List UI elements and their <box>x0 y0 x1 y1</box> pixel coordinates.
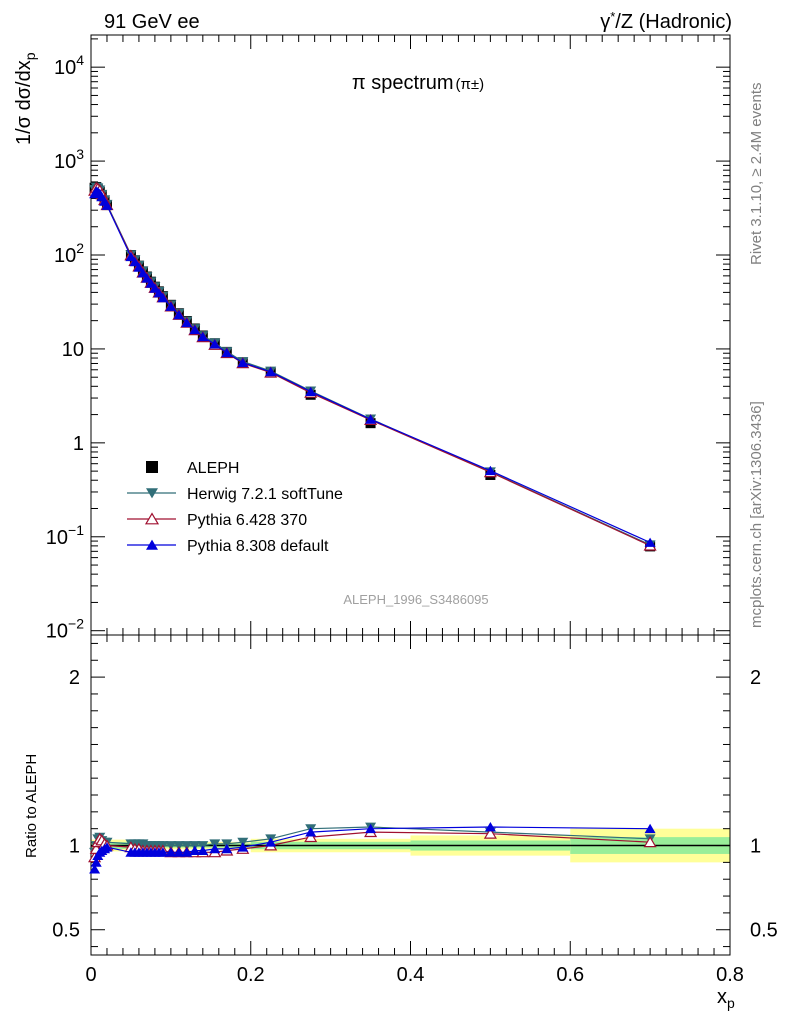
pythia-8-308-default-point-25 <box>305 386 317 396</box>
pythia-8-308-default-point-6 <box>101 200 113 210</box>
legend-label-aleph: ALEPH <box>187 460 239 477</box>
pythia-8-308-default-point-17 <box>173 309 185 320</box>
pythia-8-308-default-point-8 <box>129 256 141 267</box>
y-tick-label-5: 103 <box>54 146 84 173</box>
header-left: 91 GeV ee <box>104 11 200 33</box>
watermark: ALEPH_1996_S3486095 <box>343 592 488 607</box>
main-series <box>88 181 657 552</box>
pythia-8-308-default-point-18 <box>181 317 193 328</box>
pythia-8-308-default-point-11 <box>141 273 153 283</box>
ratio-tick-label-right-0: 0.5 <box>750 920 778 942</box>
ratio-y-axis-label: Ratio to ALEPH <box>23 754 40 858</box>
pythia-6-428-370-ratio-point-28 <box>643 836 657 848</box>
herwig-7-2-1-softtune-ratio-point-17 <box>173 841 185 851</box>
y-tick-label-2: 1 <box>73 433 84 455</box>
legend: ALEPH Herwig 7.2.1 softTune Pythia 6.428 3… <box>127 460 343 555</box>
pythia-8-308-default-point-19 <box>189 324 201 335</box>
y-tick-label-4: 102 <box>54 240 84 267</box>
axis-ticks: 0 0.2 0.4 0.6 0.8 10−2 10−1 1 10 102 103 104 0.5 0.5 1… <box>46 35 778 986</box>
pythia-8-308-default-ratio-point-22 <box>221 843 233 854</box>
y-tick-label-1: 10−1 <box>46 522 84 549</box>
pythia-8-308-default-point-24 <box>265 366 277 377</box>
pythia-8-308-default-point-26 <box>365 414 377 424</box>
pythia-8-308-default-point-12 <box>145 278 157 288</box>
pythia-8-308-default-ratio-point-27 <box>484 822 496 832</box>
x-tick-label-0: 0 <box>85 964 96 986</box>
pythia-8-308-default-point-27 <box>484 465 496 476</box>
y-tick-label-3: 10 <box>62 339 84 361</box>
ratio-tick-label-left-0: 0.5 <box>52 920 80 942</box>
pythia-8-308-default-ratio-point-21 <box>209 843 221 854</box>
pythia-6-428-370-line <box>94 187 651 547</box>
pythia-6-428-370-ratio-point-25 <box>304 831 318 843</box>
x-tick-label-1: 0.2 <box>237 964 265 986</box>
pythia-8-308-default-ratio-point-18 <box>181 847 193 857</box>
pythia-6-428-370-ratio-point-27 <box>483 827 497 839</box>
pythia-8-308-default-point-28 <box>644 537 656 547</box>
legend-label-pythia-6-428-370: Pythia 6.428 370 <box>187 512 307 529</box>
pythia-8-308-default-ratio-point-25 <box>305 827 317 837</box>
pythia-8-308-default-point-23 <box>237 357 249 368</box>
y-axis-label: 1/σ dσ/dxp <box>13 52 38 145</box>
pythia-8-308-default-ratio-point-28 <box>644 823 656 834</box>
pythia-8-308-default-point-9 <box>133 262 145 272</box>
pythia-8-308-default-line <box>94 190 651 544</box>
pythia-8-308-default-ratio-point-19 <box>189 845 201 855</box>
legend-label-herwig-7-2-1-softtune: Herwig 7.2.1 softTune <box>187 486 343 503</box>
pythia-8-308-default-point-10 <box>137 268 149 278</box>
legend-label-pythia-8-308-default: Pythia 8.308 default <box>187 538 329 555</box>
pythia-8-308-default-ratio-point-17 <box>173 847 185 857</box>
pythia-8-308-default-point-16 <box>165 301 177 311</box>
legend-marker-aleph <box>146 461 158 473</box>
y-tick-label-0: 10−2 <box>46 616 84 643</box>
ratio-tick-label-right-1: 1 <box>750 836 761 858</box>
pythia-8-308-default-point-15 <box>157 292 169 303</box>
pythia-8-308-default-ratio-point-26 <box>365 823 377 834</box>
pythia-8-308-default-ratio-point-20 <box>197 845 209 855</box>
ratio-frame <box>90 634 731 956</box>
header-right: γ*/Z (Hadronic) <box>600 9 732 34</box>
pythia-8-308-default-ratio-point-23 <box>237 842 249 852</box>
pythia-8-308-default-ratio-point-24 <box>265 837 277 847</box>
pythia-8-308-default-point-22 <box>221 347 233 358</box>
herwig-7-2-1-softtune-line <box>94 186 651 546</box>
ratio-tick-label-left-2: 2 <box>69 667 80 689</box>
ratio-tick-label-left-1: 1 <box>69 836 80 858</box>
chart-title: π spectrum (π±) <box>352 72 484 94</box>
x-tick-label-3: 0.6 <box>556 964 584 986</box>
pythia-8-308-default-point-20 <box>197 331 209 342</box>
pythia-8-308-default-point-7 <box>125 251 137 262</box>
legend-marker-herwig-7-2-1-softtune <box>146 488 158 499</box>
pythia-8-308-default-ratio-point-0 <box>89 864 101 874</box>
pythia-8-308-default-ratio-point-1 <box>90 857 102 867</box>
x-tick-label-4: 0.8 <box>716 964 744 986</box>
legend-marker-pythia-8-308-default <box>146 539 158 550</box>
herwig-7-2-1-softtune-ratio-point-18 <box>181 841 193 851</box>
legend-marker-pythia-6-428-370 <box>144 512 160 525</box>
mcplots-label: mcplots.cern.ch [arXiv:1306.3436] <box>748 401 765 628</box>
y-tick-label-6: 104 <box>54 52 84 79</box>
ratio-tick-label-right-2: 2 <box>750 667 761 689</box>
pythia-8-308-default-ratio-point-6 <box>101 842 113 852</box>
ratio-series <box>88 822 657 874</box>
herwig-7-2-1-softtune-ratio-point-16 <box>165 841 177 851</box>
rivet-label: Rivet 3.1.10, ≥ 2.4M events <box>748 83 765 266</box>
pythia-8-308-default-point-21 <box>209 339 221 349</box>
pythia-8-308-default-ratio-point-15 <box>157 847 169 857</box>
pythia-8-308-default-ratio-point-16 <box>165 847 177 857</box>
x-tick-label-2: 0.4 <box>397 964 425 986</box>
x-axis-label: xp <box>717 986 735 1011</box>
